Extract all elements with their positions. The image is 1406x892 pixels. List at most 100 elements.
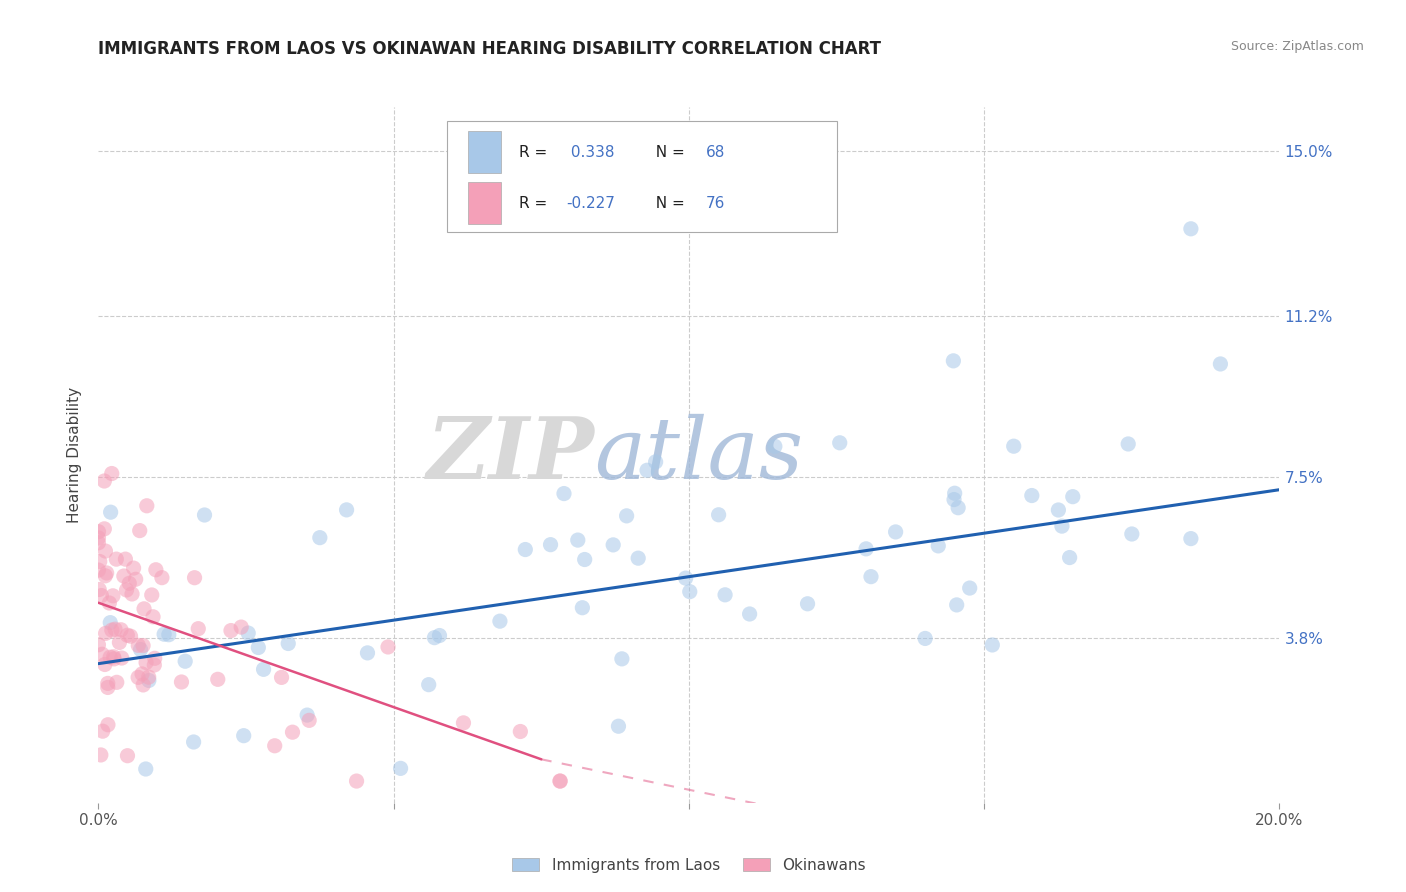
Point	[105, 552, 128, 566]
Point	[129, 642, 152, 657]
Point	[170, 675, 193, 690]
Point	[377, 640, 399, 654]
Point	[1116, 437, 1139, 451]
Point	[238, 626, 260, 640]
Point	[94, 569, 117, 583]
Point	[98, 596, 121, 610]
Point	[98, 650, 121, 665]
Point	[100, 467, 122, 481]
Point	[131, 667, 153, 681]
Point	[87, 531, 110, 545]
Point	[602, 538, 624, 552]
Point	[97, 676, 120, 690]
Point	[679, 584, 702, 599]
Point	[97, 717, 120, 731]
Point	[93, 474, 115, 488]
Point	[418, 678, 440, 692]
Point	[89, 582, 111, 597]
Point	[1062, 490, 1084, 504]
Text: R =: R =	[519, 196, 553, 211]
Point	[135, 499, 157, 513]
Point	[1121, 527, 1143, 541]
Point	[567, 533, 589, 547]
Point	[423, 631, 446, 645]
Point	[1209, 357, 1232, 371]
Point	[183, 571, 205, 585]
Point	[117, 748, 139, 763]
Point	[87, 535, 110, 549]
Point	[942, 354, 965, 368]
Point	[914, 632, 936, 646]
Point	[94, 544, 117, 558]
Point	[110, 623, 132, 637]
Point	[270, 670, 292, 684]
Bar	[468, 183, 501, 224]
Point	[1059, 550, 1081, 565]
Point	[308, 531, 330, 545]
Point	[143, 658, 166, 673]
Point	[90, 747, 112, 762]
Point	[89, 554, 111, 568]
Point	[93, 522, 115, 536]
Point	[946, 500, 969, 515]
Text: Source: ZipAtlas.com: Source: ZipAtlas.com	[1230, 40, 1364, 54]
Point	[1047, 503, 1070, 517]
Text: R =: R =	[519, 145, 553, 160]
Point	[108, 635, 131, 649]
Point	[943, 492, 966, 507]
Point	[607, 719, 630, 733]
Text: N =: N =	[647, 145, 690, 160]
Point	[127, 639, 149, 653]
Point	[115, 582, 138, 597]
Point	[153, 627, 176, 641]
Legend: Immigrants from Laos, Okinawans: Immigrants from Laos, Okinawans	[506, 852, 872, 879]
Point	[298, 714, 321, 728]
Y-axis label: Hearing Disability: Hearing Disability	[67, 387, 83, 523]
Point	[94, 626, 117, 640]
Point	[132, 639, 155, 653]
Point	[105, 675, 128, 690]
Point	[132, 602, 155, 616]
Point	[548, 774, 571, 789]
Point	[87, 524, 110, 539]
Point	[714, 588, 737, 602]
Point	[91, 647, 114, 661]
Point	[101, 623, 124, 637]
Point	[87, 638, 110, 652]
Point	[114, 552, 136, 566]
Point	[627, 551, 650, 566]
Point	[120, 629, 142, 643]
FancyBboxPatch shape	[447, 121, 837, 232]
Point	[143, 651, 166, 665]
Point	[122, 561, 145, 575]
Point	[132, 678, 155, 692]
Point	[489, 614, 512, 628]
Text: 76: 76	[706, 196, 725, 211]
Point	[124, 572, 146, 586]
Point	[174, 654, 197, 668]
Point	[142, 609, 165, 624]
Point	[150, 571, 173, 585]
Point	[389, 761, 412, 775]
Point	[959, 581, 981, 595]
Point	[515, 542, 537, 557]
Text: 68: 68	[706, 145, 725, 160]
Point	[96, 566, 118, 580]
Point	[356, 646, 378, 660]
Point	[128, 524, 150, 538]
Point	[127, 670, 149, 684]
Point	[571, 600, 593, 615]
Point	[252, 662, 274, 676]
Point	[187, 622, 209, 636]
Point	[1002, 439, 1025, 453]
Point	[884, 524, 907, 539]
Point	[219, 624, 242, 638]
Point	[610, 652, 633, 666]
Point	[346, 774, 368, 789]
Text: IMMIGRANTS FROM LAOS VS OKINAWAN HEARING DISABILITY CORRELATION CHART: IMMIGRANTS FROM LAOS VS OKINAWAN HEARING…	[98, 40, 882, 58]
Point	[336, 503, 359, 517]
Point	[263, 739, 285, 753]
Point	[644, 455, 666, 469]
Point	[98, 615, 121, 630]
Text: -0.227: -0.227	[567, 196, 614, 211]
